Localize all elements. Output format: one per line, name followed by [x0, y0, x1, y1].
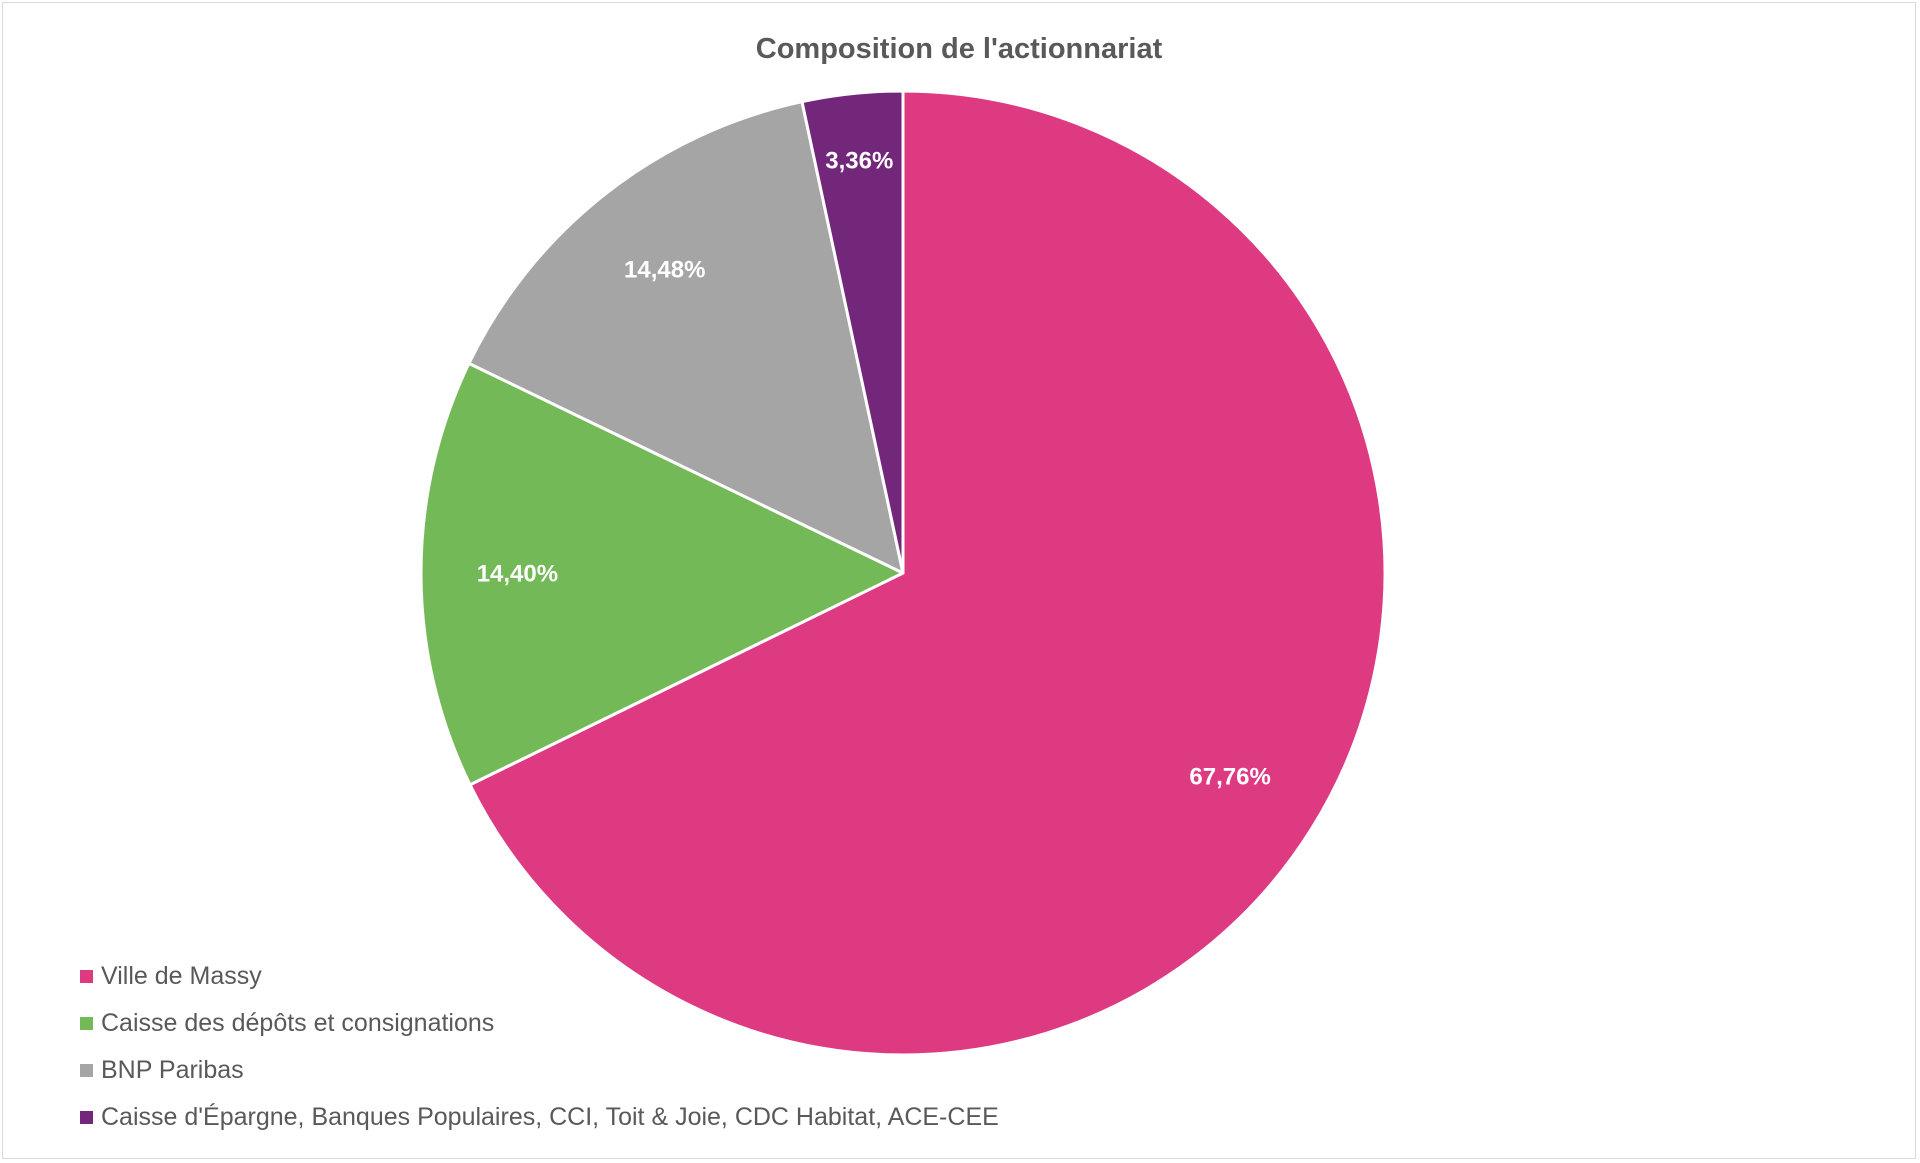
legend-item-bnp-paribas: BNP Paribas: [80, 1047, 999, 1094]
legend-swatch: [80, 970, 93, 983]
pie-slices: [419, 89, 1387, 1057]
pie-data-labels: 67,76% 14,40% 14,48% 3,36%: [477, 147, 1271, 790]
legend-item-ville-de-massy: Ville de Massy: [80, 953, 999, 1000]
legend-label: Ville de Massy: [101, 962, 262, 990]
legend-label: Caisse des dépôts et consignations: [101, 1009, 495, 1037]
legend-swatch: [80, 1111, 93, 1124]
data-label-ville-de-massy: 67,76%: [1189, 764, 1270, 791]
data-label-caisse-des-depots-et-consignations: 14,40%: [477, 560, 558, 587]
data-label-bnp-paribas: 14,48%: [624, 256, 705, 283]
legend-item-caisse-des-depots-et-consignations: Caisse des dépôts et consignations: [80, 1000, 999, 1047]
pie-slice-bnp-paribas: [467, 100, 905, 575]
data-label-caisse-d-epargne-banques-populaires-cci-toit-joie-cdc-habitat-ace-cee: 3,36%: [825, 147, 893, 174]
chart-legend: Ville de Massy Caisse des dépôts et consi…: [80, 953, 999, 1141]
pie-slice-caisse-des-depots-et-consignations: [419, 361, 905, 787]
pie-chart: 67,76% 14,40% 14,48% 3,36%: [419, 89, 1387, 1057]
legend-label: Caisse d'Épargne, Banques Populaires, CC…: [101, 1103, 999, 1131]
legend-label: BNP Paribas: [101, 1056, 244, 1084]
legend-swatch: [80, 1064, 93, 1077]
legend-swatch: [80, 1017, 93, 1030]
pie-slice-caisse-d-epargne-banques-populaires-cci-toit-joie-cdc-habitat-ace-cee: [800, 89, 905, 575]
chart-title: Composition de l'actionnariat: [755, 33, 1163, 65]
legend-item-caisse-d-epargne-banques-populaires-cci-toit-joie-cdc-habitat-ace-cee: Caisse d'Épargne, Banques Populaires, CC…: [80, 1094, 999, 1141]
pie-slice-ville-de-massy: [468, 89, 1387, 1057]
